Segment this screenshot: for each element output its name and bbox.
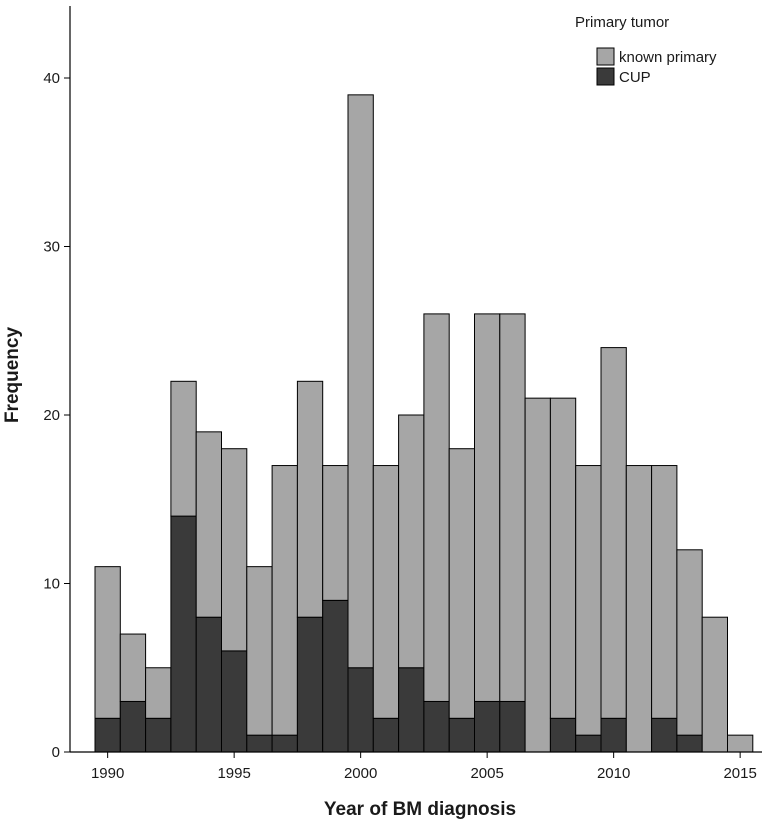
bar-known-primary-2013 [676, 549, 703, 736]
bar-known-primary-1999 [322, 465, 349, 601]
bar-cup-1993 [170, 515, 197, 753]
bar-known-primary-2005 [474, 313, 501, 702]
bar-known-primary-1995 [221, 448, 248, 652]
bar-known-primary-2011 [625, 465, 653, 753]
bar-known-primary-1997 [271, 465, 298, 736]
bar-known-primary-1990 [94, 566, 121, 719]
bar-known-primary-2000 [347, 94, 374, 669]
legend: Primary tumor known primary CUP [575, 14, 717, 86]
bar-known-primary-2014 [701, 616, 729, 753]
bar-known-primary-2007 [524, 397, 551, 753]
x-axis-title: Year of BM diagnosis [324, 799, 516, 820]
bars-group [94, 94, 754, 753]
legend-swatch-cup [596, 67, 615, 86]
legend-swatch-known-primary [596, 47, 615, 66]
bar-cup-2008 [549, 717, 577, 753]
bar-cup-2005 [474, 700, 501, 753]
bar-known-primary-2001 [372, 465, 400, 719]
ticks-group: 0 10 20 30 40 1990 1995 2000 2005 2010 2015 [43, 70, 757, 782]
bar-known-primary-1996 [246, 566, 273, 736]
bar-cup-1991 [119, 700, 147, 753]
bar-cup-2006 [499, 700, 526, 753]
bar-known-primary-2008 [549, 397, 577, 719]
bar-cup-2010 [600, 717, 627, 753]
x-tick-label-2015: 2015 [723, 765, 756, 782]
bar-known-primary-1998 [296, 380, 324, 618]
bar-known-primary-1994 [195, 431, 222, 618]
x-tick-label-2010: 2010 [597, 765, 630, 782]
bar-cup-2004 [448, 717, 476, 753]
bar-cup-2001 [372, 717, 400, 753]
x-tick-label-1990: 1990 [91, 765, 124, 782]
bar-known-primary-1993 [170, 380, 197, 517]
legend-label-known-primary: known primary [619, 49, 717, 66]
bar-known-primary-1992 [145, 667, 172, 719]
x-tick-label-1995: 1995 [217, 765, 250, 782]
bar-known-primary-2010 [600, 347, 627, 719]
bar-cup-1996 [246, 734, 273, 753]
y-tick-label-10: 10 [43, 576, 60, 593]
x-tick-label-2000: 2000 [344, 765, 377, 782]
bar-cup-2009 [575, 734, 602, 753]
axes-group [69, 6, 762, 753]
bar-known-primary-2009 [575, 465, 602, 736]
bar-cup-1992 [145, 717, 172, 753]
bar-known-primary-2004 [448, 448, 476, 719]
bar-cup-2003 [423, 700, 450, 753]
bar-cup-2000 [347, 667, 374, 753]
y-tick-label-20: 20 [43, 407, 60, 424]
bar-known-primary-1991 [119, 633, 147, 702]
y-tick-label-30: 30 [43, 239, 60, 256]
x-tick-label-2005: 2005 [470, 765, 503, 782]
legend-title: Primary tumor [575, 14, 669, 31]
bar-known-primary-2002 [398, 414, 425, 669]
bar-cup-2012 [651, 717, 678, 753]
bar-cup-1995 [221, 650, 248, 753]
bar-cup-1998 [296, 616, 324, 753]
bar-cup-1990 [94, 717, 121, 753]
y-axis-title: Frequency [2, 327, 23, 424]
bar-cup-2002 [398, 667, 425, 753]
bar-known-primary-2012 [651, 465, 678, 719]
bar-known-primary-2003 [423, 313, 450, 702]
bar-cup-1997 [271, 734, 298, 753]
bar-cup-1999 [322, 599, 349, 753]
bar-known-primary-2006 [499, 313, 526, 702]
bar-cup-1994 [195, 616, 222, 753]
legend-label-cup: CUP [619, 69, 651, 86]
bar-known-primary-2015 [727, 734, 754, 753]
y-tick-label-0: 0 [52, 744, 60, 761]
bar-cup-2013 [676, 734, 703, 753]
y-tick-label-40: 40 [43, 70, 60, 87]
